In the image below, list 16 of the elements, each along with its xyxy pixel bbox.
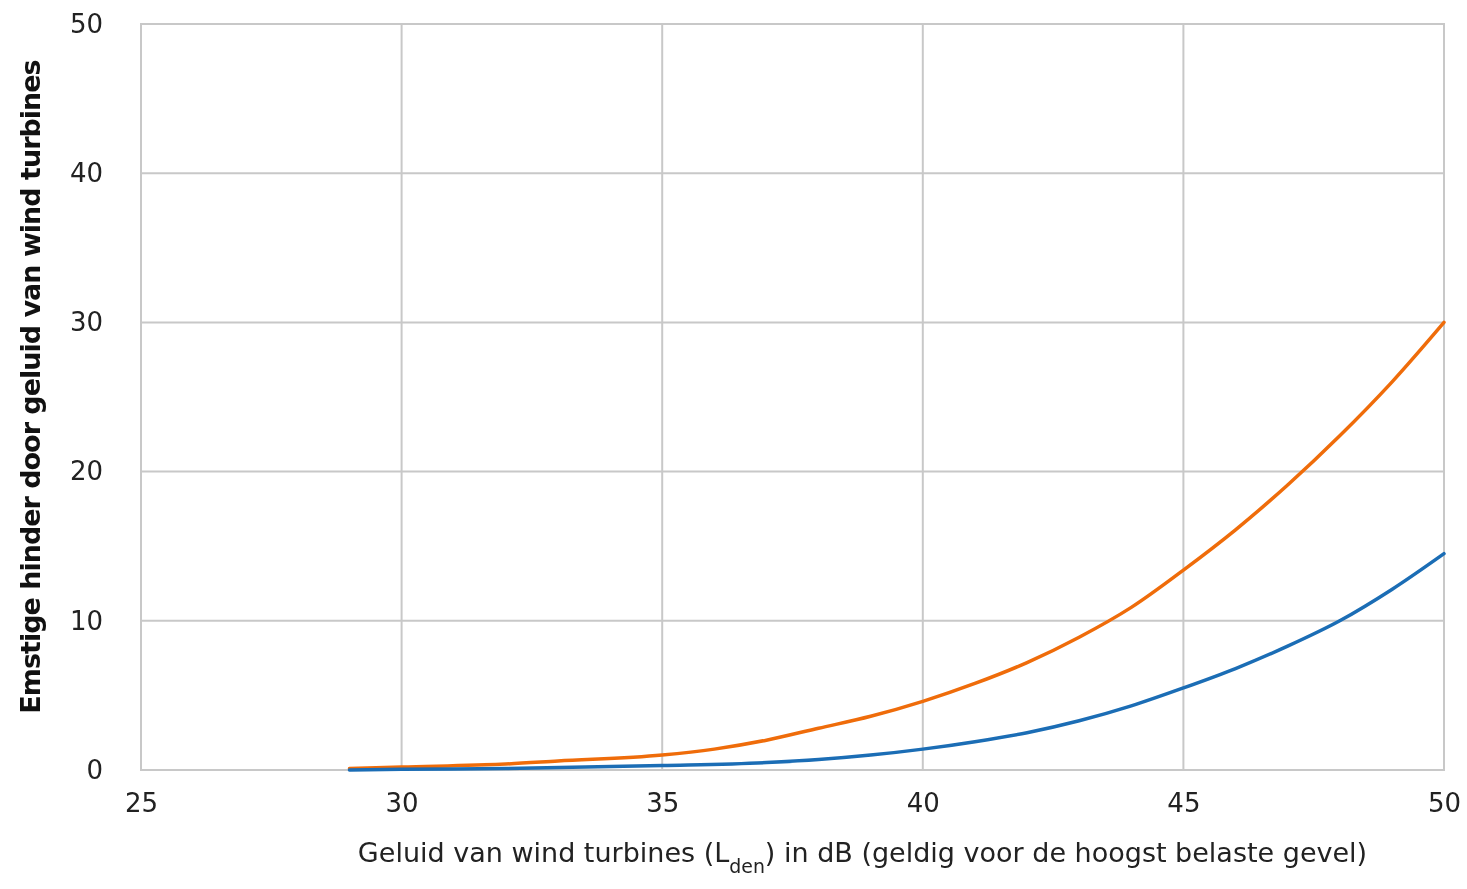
x-tick-label: 25 bbox=[124, 788, 159, 819]
y-tick-label: 40 bbox=[69, 158, 103, 189]
x-tick-label: 50 bbox=[1427, 788, 1462, 819]
y-tick-label: 20 bbox=[69, 456, 103, 487]
line-series bbox=[347, 551, 1446, 772]
x-tick-label: 30 bbox=[385, 788, 419, 819]
x-axis-title: Geluid van wind turbines (L$_{den}$) in dB (geldig voor de hoogst belaste gevel) bbox=[357, 837, 1368, 877]
y-tick-label: 30 bbox=[69, 307, 103, 338]
y-tick-label: 0 bbox=[86, 754, 103, 785]
line-series bbox=[347, 320, 1446, 771]
y-axis-title: Emstige hinder door geluid van wind turbines bbox=[15, 60, 46, 714]
x-tick-label: 45 bbox=[1167, 788, 1201, 819]
x-tick-label: 35 bbox=[646, 788, 680, 819]
y-tick-label: 50 bbox=[69, 8, 103, 39]
x-tick-label: 40 bbox=[906, 788, 940, 819]
y-tick-label: 10 bbox=[69, 605, 103, 636]
